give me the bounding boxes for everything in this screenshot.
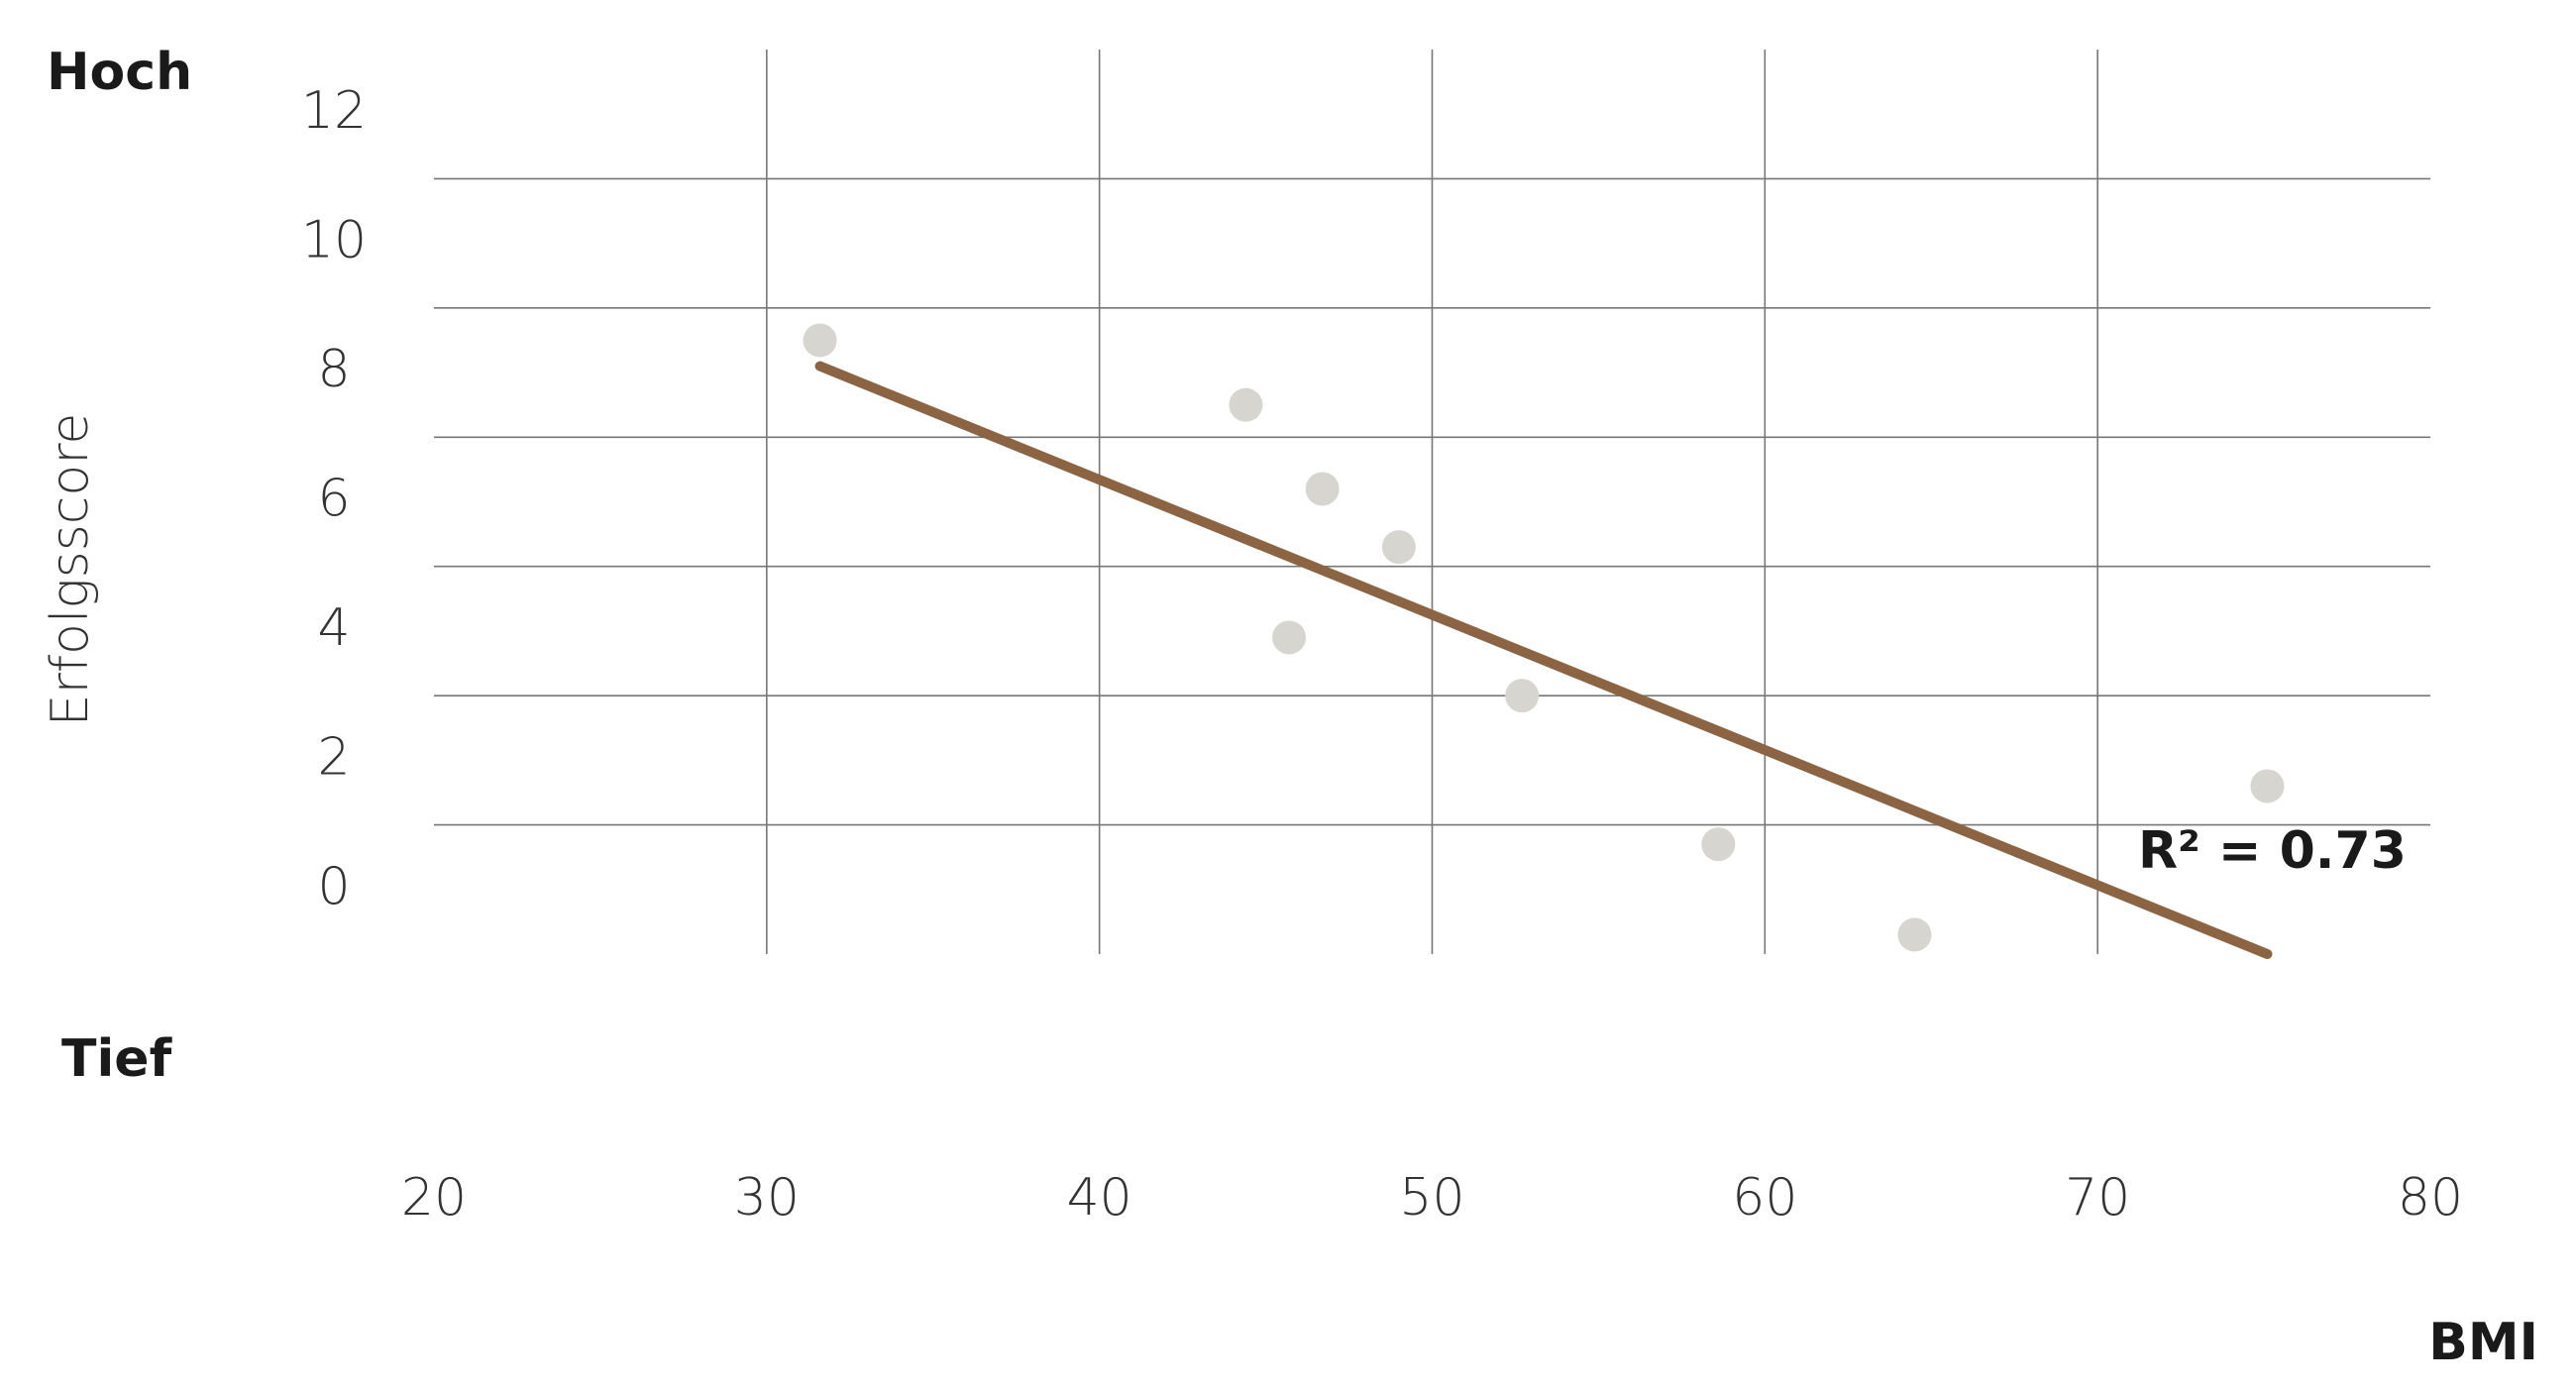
x-tick-label: 70 bbox=[2065, 1168, 2130, 1228]
x-tick-label: 30 bbox=[734, 1168, 800, 1228]
y-tick-label: 6 bbox=[317, 470, 350, 529]
y-tick-label: 12 bbox=[301, 81, 367, 141]
x-axis-label: BMI bbox=[2428, 1313, 2538, 1372]
y-tick-label: 0 bbox=[317, 857, 350, 916]
trend-line bbox=[814, 361, 2273, 959]
y-tick-label: 4 bbox=[317, 598, 350, 658]
point bbox=[2250, 769, 2285, 804]
r-squared: R² = 0.73 bbox=[2138, 821, 2407, 881]
x-tick-label: 20 bbox=[401, 1168, 467, 1228]
low-label: Tief bbox=[61, 1029, 173, 1089]
x-tick-label: 60 bbox=[1732, 1168, 1797, 1228]
high-label: Hoch bbox=[47, 43, 192, 102]
y-tick-label: 10 bbox=[301, 211, 367, 270]
y-tick-label: 2 bbox=[317, 727, 350, 787]
point bbox=[1505, 679, 1540, 713]
point bbox=[1381, 530, 1416, 565]
x-tick-label: 40 bbox=[1067, 1168, 1132, 1228]
point bbox=[1701, 827, 1736, 862]
point bbox=[803, 323, 837, 358]
x-tick-label: 50 bbox=[1399, 1168, 1464, 1228]
x-tick-label: 80 bbox=[2398, 1168, 2463, 1228]
y-tick-label: 8 bbox=[317, 340, 350, 399]
y-axis-label: Erfolgsscore bbox=[41, 413, 100, 727]
point bbox=[1272, 620, 1307, 655]
point bbox=[1305, 472, 1340, 506]
point bbox=[1897, 917, 1932, 952]
point bbox=[1229, 387, 1263, 422]
